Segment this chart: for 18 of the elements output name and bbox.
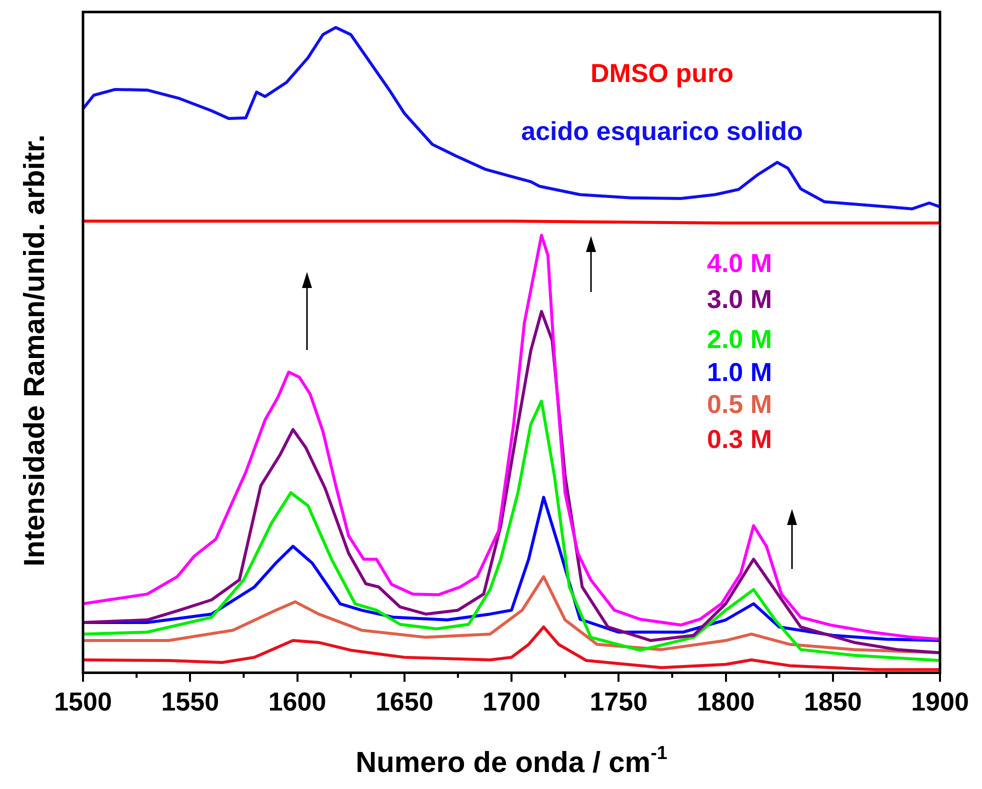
text: DMSO puro <box>590 58 734 88</box>
x-tick-label: 1550 <box>161 686 220 717</box>
text: 3.0 M <box>707 284 772 314</box>
x-tick-label: 1700 <box>482 686 540 717</box>
text: 4.0 M <box>707 248 772 278</box>
text: 2.0 M <box>707 324 772 354</box>
x-tick-label: 1750 <box>590 686 648 717</box>
x-tick-label: 1600 <box>268 686 326 717</box>
series-label: acido esquarico solido <box>521 116 803 146</box>
x-tick-label: 1500 <box>54 686 112 717</box>
x-tick-label: 1800 <box>696 686 755 717</box>
x-tick-label: 1650 <box>375 686 434 717</box>
x-tick-label: 1900 <box>911 686 969 717</box>
text: 1.0 M <box>707 357 772 387</box>
text: 0.5 M <box>707 389 772 419</box>
text: 0.3 M <box>707 424 772 454</box>
x-tick-label: 1850 <box>804 686 862 717</box>
y-axis-title: Intensidade Raman/unid. arbitr. <box>19 134 51 566</box>
